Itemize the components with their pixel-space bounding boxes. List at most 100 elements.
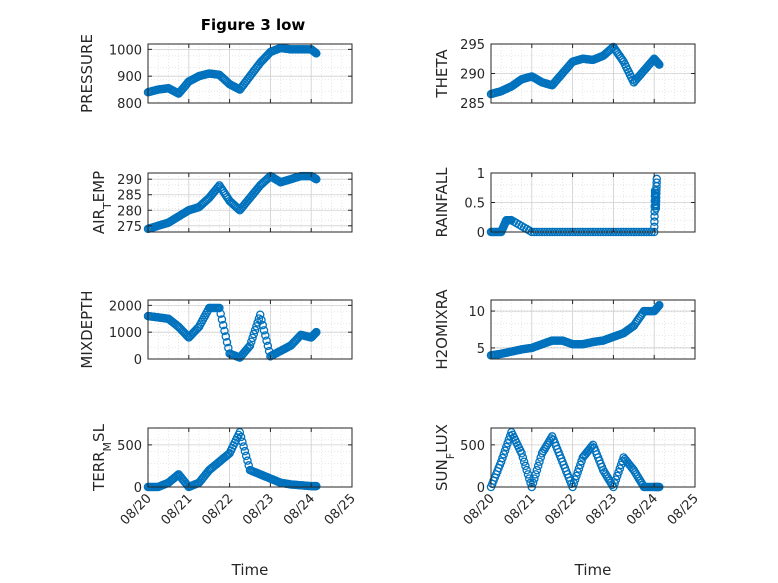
data-point bbox=[244, 342, 253, 352]
y-tick-label: 1 bbox=[477, 167, 485, 182]
y-tick-label: 275 bbox=[117, 220, 142, 235]
subplot-h2omixra: 5 10 H2OMIXRA bbox=[433, 289, 696, 370]
data-point bbox=[252, 322, 261, 331]
data-series bbox=[486, 42, 664, 99]
data-point bbox=[614, 467, 623, 477]
x-tick-label: 08/22 bbox=[199, 491, 236, 528]
data-point bbox=[499, 450, 508, 459]
data-series bbox=[143, 43, 321, 98]
x-tick-label: 08/25 bbox=[665, 491, 702, 528]
data-point bbox=[312, 174, 321, 184]
figure-title: Figure 3 low bbox=[201, 16, 306, 34]
x-tick-label: 08/23 bbox=[583, 491, 620, 528]
data-point bbox=[215, 303, 224, 313]
y-tick-label: 290 bbox=[460, 68, 485, 83]
data-point bbox=[248, 333, 257, 343]
data-point bbox=[240, 446, 250, 456]
y-tick-label: 800 bbox=[117, 97, 142, 112]
data-point bbox=[239, 442, 248, 451]
data-point bbox=[183, 331, 192, 341]
data-point bbox=[250, 325, 260, 335]
axes-box bbox=[490, 427, 696, 488]
data-point bbox=[574, 464, 584, 473]
data-point bbox=[531, 470, 540, 479]
data-point bbox=[218, 320, 228, 330]
subplot-mixdepth: 0 1000 2000 MIXDEPTH bbox=[78, 290, 353, 369]
x-tick-label: 08/20 bbox=[118, 491, 155, 528]
data-point bbox=[235, 427, 245, 437]
y-tick-label: 1000 bbox=[109, 326, 142, 341]
y-tick-label: 500 bbox=[460, 439, 485, 454]
y-tick-label: 285 bbox=[117, 189, 142, 204]
y-tick-label: 500 bbox=[117, 439, 142, 454]
y-tick-label: 285 bbox=[460, 97, 485, 112]
data-series bbox=[143, 171, 321, 234]
data-point bbox=[220, 326, 229, 336]
x-tick-label: 08/21 bbox=[502, 491, 539, 528]
data-point bbox=[618, 55, 627, 65]
subplot-rainfall: 0 0.5 1 RAINFALL bbox=[433, 167, 696, 241]
data-point bbox=[261, 331, 270, 340]
data-point bbox=[518, 453, 528, 462]
data-point bbox=[502, 442, 511, 452]
y-axis-label: MIXDEPTH bbox=[78, 290, 96, 368]
data-point bbox=[652, 174, 662, 184]
y-axis-label: H2OMIXRA bbox=[433, 289, 451, 370]
data-point bbox=[255, 310, 265, 319]
y-tick-label: 900 bbox=[117, 70, 142, 85]
data-point bbox=[650, 217, 659, 226]
data-point bbox=[247, 337, 256, 346]
x-tick-label: 08/22 bbox=[542, 491, 579, 528]
x-tick-label: 08/21 bbox=[159, 491, 196, 528]
y-tick-label: 0 bbox=[477, 481, 485, 496]
data-point bbox=[244, 461, 253, 470]
data-point bbox=[245, 341, 255, 350]
data-point bbox=[238, 437, 247, 446]
data-point bbox=[263, 341, 273, 351]
y-axis-label: RAINFALL bbox=[433, 167, 451, 238]
y-axis-label: PRESSURE bbox=[78, 34, 96, 113]
data-point bbox=[312, 327, 321, 337]
data-point bbox=[655, 60, 664, 69]
x-tick-label: 08/24 bbox=[624, 491, 661, 528]
x-tick-label: 08/24 bbox=[281, 491, 318, 528]
data-point bbox=[570, 475, 580, 484]
data-series bbox=[486, 427, 664, 492]
data-point bbox=[217, 315, 227, 324]
y-tick-label: 280 bbox=[117, 204, 142, 219]
x-tick-label: 08/20 bbox=[461, 491, 498, 528]
y-axis-label: TERRMSL bbox=[90, 423, 114, 492]
y-tick-label: 0 bbox=[134, 481, 142, 496]
subplot-theta: 285 290 295 THETA bbox=[433, 38, 696, 112]
data-point bbox=[612, 471, 622, 481]
data-point bbox=[652, 178, 661, 187]
data-point bbox=[655, 300, 664, 310]
data-point bbox=[312, 481, 321, 491]
data-point bbox=[221, 332, 231, 341]
y-tick-label: 0 bbox=[134, 353, 142, 368]
data-point bbox=[243, 456, 252, 465]
x-axis-label: Time bbox=[231, 561, 269, 579]
axes-box bbox=[147, 172, 353, 233]
data-point bbox=[498, 453, 507, 463]
data-point bbox=[532, 465, 542, 475]
y-tick-label: 290 bbox=[117, 173, 142, 188]
data-point bbox=[216, 309, 225, 318]
data-point bbox=[519, 457, 529, 466]
data-point bbox=[258, 320, 267, 330]
data-point bbox=[576, 460, 585, 470]
data-point bbox=[222, 337, 232, 347]
data-point bbox=[312, 49, 321, 58]
data-series bbox=[143, 303, 321, 362]
axes-box bbox=[147, 43, 353, 104]
data-point bbox=[249, 329, 259, 339]
x-tick-label: 08/23 bbox=[240, 491, 277, 528]
y-tick-label: 1000 bbox=[109, 43, 142, 58]
data-point bbox=[615, 464, 625, 473]
data-point bbox=[500, 446, 510, 455]
data-point bbox=[573, 467, 582, 477]
axes-box bbox=[490, 299, 696, 360]
y-tick-label: 0.5 bbox=[464, 197, 485, 212]
